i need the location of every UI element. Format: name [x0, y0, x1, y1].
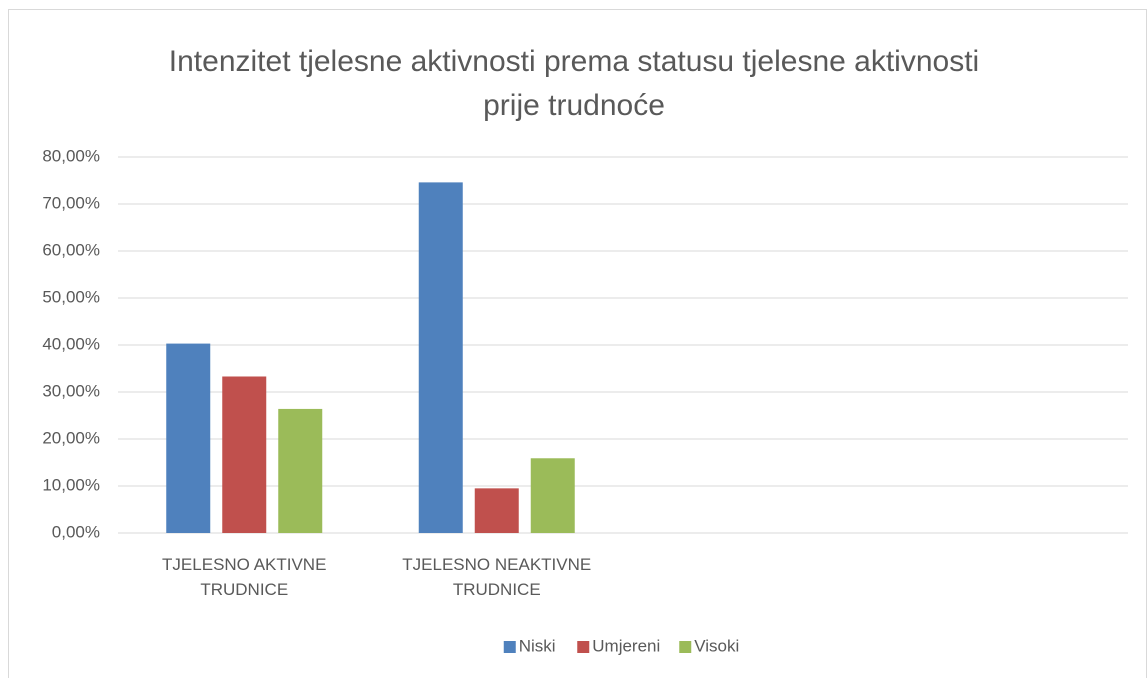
x-tick-label: TJELESNO AKTIVNE TRUDNICE: [162, 555, 327, 599]
legend-label: Visoki: [694, 636, 739, 655]
legend-label: Umjereni: [592, 636, 660, 655]
bar: [530, 458, 575, 533]
bar: [474, 488, 519, 533]
legend-swatch: [679, 641, 692, 653]
bar: [278, 408, 323, 533]
y-tick-label: 60,00%: [42, 240, 100, 259]
y-tick-label: 70,00%: [42, 193, 100, 212]
y-tick-label: 20,00%: [42, 428, 100, 447]
chart-title: Intenzitet tjelesne aktivnosti prema sta…: [168, 45, 980, 122]
legend-swatch: [577, 641, 590, 653]
y-tick-label: 40,00%: [42, 334, 100, 353]
x-tick-label: TJELESNO NEAKTIVNE TRUDNICE: [402, 555, 592, 599]
y-tick-label: 30,00%: [42, 381, 100, 400]
y-tick-label: 0,00%: [52, 522, 100, 541]
bar: [222, 376, 267, 533]
y-tick-label: 10,00%: [42, 475, 100, 494]
chart-frame: [8, 9, 1147, 678]
bar: [166, 343, 211, 533]
y-tick-label: 80,00%: [42, 146, 100, 165]
y-tick-label: 50,00%: [42, 287, 100, 306]
legend-swatch: [503, 641, 516, 653]
bar: [418, 182, 463, 533]
legend-label: Niski: [519, 636, 556, 655]
